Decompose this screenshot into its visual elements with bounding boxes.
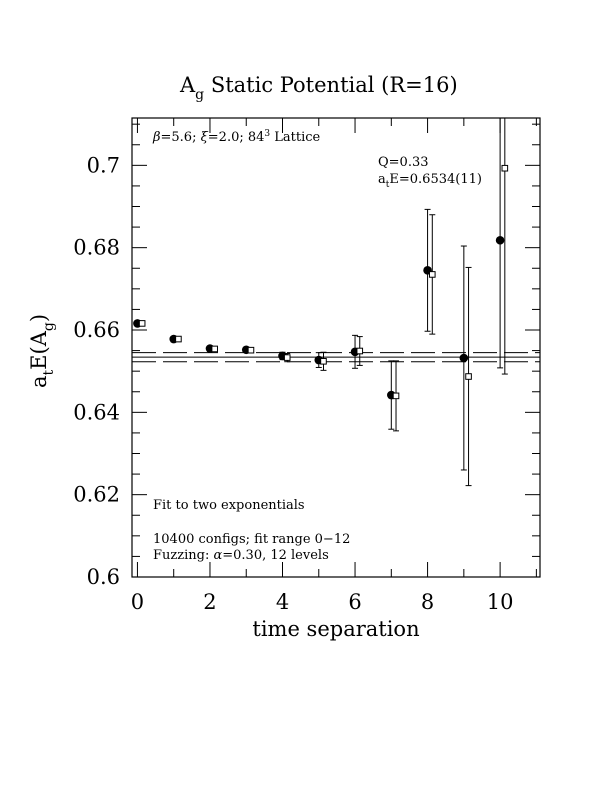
x-tick-label: 4 — [276, 590, 289, 614]
square-point — [392, 360, 400, 432]
square-marker — [211, 345, 218, 353]
chart-title-sub: g — [195, 87, 204, 103]
square-marker — [465, 373, 472, 380]
y-axis-label-mid: E(A — [27, 330, 51, 370]
y-tick-label: 0.66 — [73, 318, 120, 342]
circle-marker — [459, 353, 469, 363]
y-axis-label-sub: t — [41, 369, 57, 375]
fuzzing-annotation: Fuzzing: α=0.30, 12 levels — [153, 548, 329, 563]
square-marker — [283, 354, 291, 361]
axis-ticks — [132, 118, 540, 578]
energy-annotation: atE=0.6534(11) — [378, 172, 482, 190]
square-marker — [501, 164, 509, 172]
x-tick-label: 0 — [131, 590, 144, 614]
square-marker — [356, 347, 364, 355]
data-series — [133, 118, 509, 487]
fit-type-annotation: Fit to two exponentials — [153, 498, 305, 513]
square-point — [320, 351, 327, 371]
square-marker — [175, 335, 182, 343]
y-axis-label-end: ) — [27, 314, 51, 322]
y-axis-label-a: a — [27, 375, 51, 388]
xi-value: =2.0; 84 — [208, 130, 265, 145]
y-tick-label: 0.62 — [73, 483, 120, 507]
energy-sub: t — [386, 180, 390, 190]
square-point — [501, 118, 509, 375]
x-tick-label: 8 — [421, 590, 434, 614]
y-axis-label-g: g — [41, 322, 57, 331]
y-tick-label: 0.64 — [73, 400, 120, 424]
y-tick-label: 0.68 — [73, 236, 120, 260]
x-tick-label: 10 — [487, 590, 514, 614]
square-point — [138, 320, 146, 327]
energy-value: E=0.6534(11) — [389, 172, 482, 187]
square-marker — [428, 271, 436, 278]
fuzzing-value: =0.30, 12 levels — [222, 548, 329, 563]
square-point — [428, 214, 436, 335]
circle-point — [459, 245, 469, 471]
y-axis-label: atE(Ag) — [27, 314, 57, 388]
square-marker — [392, 392, 400, 400]
beta-value: =5.6; — [161, 130, 201, 145]
square-point — [211, 345, 218, 353]
fuzzing-label: Fuzzing: — [153, 548, 213, 563]
configs-annotation: 10400 configs; fit range 0−12 — [153, 532, 350, 547]
square-point — [465, 266, 472, 487]
lattice-word: Lattice — [270, 130, 320, 145]
alpha-symbol: α — [213, 548, 222, 563]
circle-point — [495, 118, 505, 369]
beta-symbol: β — [152, 130, 161, 145]
chart-title: Ag Static Potential (R=16) — [179, 73, 458, 103]
q-annotation: Q=0.33 — [378, 155, 429, 170]
x-tick-label: 6 — [348, 590, 361, 614]
square-marker — [138, 320, 146, 327]
xi-symbol: ξ — [201, 130, 209, 145]
square-point — [247, 346, 255, 354]
y-tick-label: 0.6 — [87, 565, 120, 589]
chart-title-main: A — [179, 73, 196, 97]
square-marker — [320, 357, 327, 365]
x-axis-label: time separation — [252, 617, 419, 641]
circle-point — [423, 208, 432, 332]
square-point — [356, 336, 364, 366]
square-point — [283, 352, 291, 363]
plot-frame — [131, 117, 541, 578]
square-marker — [247, 346, 255, 354]
circle-point — [350, 334, 360, 369]
chart-title-rest: Static Potential (R=16) — [204, 73, 458, 97]
fit-band — [132, 352, 540, 363]
energy-a: a — [378, 172, 386, 187]
square-point — [175, 335, 182, 343]
x-tick-label: 2 — [203, 590, 216, 614]
y-tick-label: 0.7 — [87, 153, 120, 177]
lattice-exponent: 3 — [264, 129, 270, 139]
lattice-annotation: β=5.6; ξ=2.0; 843 Lattice — [152, 129, 321, 145]
circle-marker — [495, 235, 505, 245]
tick-labels: 0.6 0.62 0.64 0.66 0.68 0.7 0 2 4 6 8 10 — [73, 153, 513, 614]
